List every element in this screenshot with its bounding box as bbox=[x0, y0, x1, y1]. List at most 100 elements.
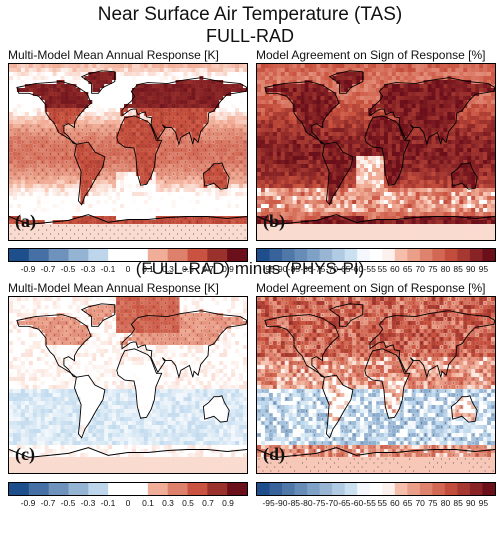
colorbar-tick-label: -55 bbox=[363, 498, 376, 508]
colorbar-ticks-agreement-bottom: -95 -90 -85 -80 -75 -70 -65 -60 -55 55 60 65 70 75 80 8… bbox=[256, 498, 496, 510]
map-field-map-a bbox=[9, 64, 247, 240]
colorbar-swatch bbox=[444, 483, 458, 495]
colorbar-swatch bbox=[68, 483, 89, 495]
colorbar-ticks-response-bottom: -0.9 -0.7 -0.5 -0.3 -0.1 0 0.1 0.3 0.5 0.7 0.9 bbox=[8, 498, 248, 510]
colorbar-swatch bbox=[482, 483, 495, 495]
colorbar-swatch bbox=[457, 483, 471, 495]
colorbar-swatch bbox=[28, 249, 50, 261]
colorbar-swatch bbox=[269, 483, 283, 495]
colorbar-swatch bbox=[394, 483, 408, 495]
colorbar-tick-label: -0.1 bbox=[100, 264, 116, 274]
map-field-map-d bbox=[257, 297, 495, 473]
colorbar-swatch bbox=[382, 483, 396, 495]
colorbar-tick-label: 65 bbox=[402, 498, 413, 508]
panel-d-label: Model Agreement on Sign of Response [%] bbox=[256, 281, 486, 295]
colorbar-tick-label: 0.3 bbox=[162, 264, 174, 274]
colorbar-swatch bbox=[88, 249, 109, 261]
colorbar-swatch bbox=[357, 483, 371, 495]
colorbar-swatch bbox=[227, 249, 247, 261]
colorbar-swatch bbox=[457, 249, 471, 261]
colorbar-swatch bbox=[108, 483, 129, 495]
colorbar-tick-label: 85 bbox=[453, 264, 463, 274]
colorbar-tick-label: 60 bbox=[390, 498, 400, 508]
colorbar-tick-label: -80 bbox=[300, 498, 313, 508]
section-title-difference: (FULL-RAD) minus (PHYS-PI) bbox=[135, 259, 365, 278]
colorbar-tick-label: 70 bbox=[415, 264, 425, 274]
colorbar-swatch bbox=[319, 249, 333, 261]
colorbar-tick-label: 65 bbox=[402, 264, 413, 274]
colorbar-tick-label: 0.1 bbox=[142, 498, 154, 508]
colorbar-swatch bbox=[128, 249, 149, 261]
colorbar-tick-label: 85 bbox=[453, 498, 463, 508]
colorbar-tick-label: 70 bbox=[415, 498, 425, 508]
colorbar-swatch bbox=[147, 249, 169, 261]
colorbar-swatch bbox=[482, 249, 495, 261]
panel-c-letter: (c) bbox=[15, 444, 35, 464]
colorbar-swatch bbox=[167, 249, 188, 261]
colorbar-swatch bbox=[357, 249, 371, 261]
colorbar-tick-label: -70 bbox=[325, 498, 338, 508]
colorbar-tick-label: -55 bbox=[363, 264, 376, 274]
colorbar-swatch bbox=[332, 249, 346, 261]
colorbar-tick-label: -65 bbox=[338, 498, 351, 508]
map-panel-d: (d) bbox=[256, 296, 496, 474]
colorbar-swatch bbox=[294, 483, 308, 495]
colorbar-swatch bbox=[167, 483, 188, 495]
colorbar-ticks-response-top: -0.9 -0.7 -0.5 -0.3 -0.1 0 0.1 0.3 0.5 0.7 0.9 bbox=[8, 264, 248, 276]
colorbar-swatch bbox=[369, 483, 383, 495]
colorbar-tick-label: 0 bbox=[125, 264, 131, 274]
colorbar-swatch bbox=[432, 483, 446, 495]
colorbar-swatch bbox=[207, 483, 228, 495]
map-panel-a: (a) bbox=[8, 63, 248, 241]
map-field-map-c bbox=[9, 297, 247, 473]
colorbar-swatch bbox=[88, 483, 109, 495]
colorbar-tick-label: 90 bbox=[465, 264, 476, 274]
colorbar-swatch bbox=[419, 483, 433, 495]
colorbar-swatch bbox=[307, 483, 321, 495]
colorbar-tick-label: 95 bbox=[478, 264, 489, 274]
colorbar-tick-label: 0.7 bbox=[202, 498, 214, 508]
colorbar-tick-label: -90 bbox=[275, 264, 288, 274]
figure-title: Near Surface Air Temperature (TAS) bbox=[97, 4, 403, 25]
colorbar-swatch bbox=[394, 249, 408, 261]
panel-b-letter: (b) bbox=[263, 211, 285, 231]
colorbar-tick-label: 0.9 bbox=[222, 498, 234, 508]
colorbar-ticks-agreement-top: -95 -90 -85 -80 -75 -70 -65 -60 -55 55 60 65 70 75 80 8… bbox=[256, 264, 496, 276]
colorbar-swatch bbox=[9, 249, 30, 261]
colorbar-tick-label: -70 bbox=[325, 264, 338, 274]
colorbar-swatch bbox=[282, 483, 295, 495]
colorbar-swatch bbox=[319, 483, 333, 495]
colorbar-tick-label: 95 bbox=[478, 498, 489, 508]
colorbar-tick-label: -60 bbox=[350, 498, 364, 508]
colorbar-swatch bbox=[9, 483, 30, 495]
colorbar-swatch bbox=[344, 483, 358, 495]
colorbar-tick-label: 0.3 bbox=[162, 498, 174, 508]
colorbar-tick-label: -0.9 bbox=[20, 264, 36, 274]
colorbar-swatch bbox=[147, 483, 169, 495]
colorbar-tick-label: -75 bbox=[313, 264, 326, 274]
map-panel-b: (b) bbox=[256, 63, 496, 241]
colorbar-tick-label: 55 bbox=[377, 264, 388, 274]
panel-c-label: Multi-Model Mean Annual Response [K] bbox=[8, 281, 219, 295]
colorbar-swatch bbox=[369, 249, 383, 261]
colorbar-swatch bbox=[344, 249, 358, 261]
colorbar-tick-label: -0.7 bbox=[40, 264, 56, 274]
map-field-map-b bbox=[257, 64, 495, 240]
colorbar-tick-label: 60 bbox=[390, 264, 400, 274]
colorbar-tick-label: -60 bbox=[350, 264, 364, 274]
colorbar-tick-label: 0.7 bbox=[202, 264, 214, 274]
colorbar-tick-label: -0.7 bbox=[40, 498, 56, 508]
colorbar-swatch bbox=[108, 249, 129, 261]
colorbar-agreement-bottom bbox=[256, 482, 496, 496]
colorbar-swatch bbox=[187, 483, 208, 495]
colorbar-tick-label: -90 bbox=[275, 498, 288, 508]
panel-d-letter: (d) bbox=[263, 444, 285, 464]
colorbar-swatch bbox=[187, 249, 208, 261]
colorbar-swatch bbox=[257, 483, 270, 495]
colorbar-swatch bbox=[294, 249, 308, 261]
colorbar-swatch bbox=[48, 249, 69, 261]
colorbar-tick-label: -0.5 bbox=[60, 498, 76, 508]
colorbar-tick-label: 80 bbox=[440, 264, 451, 274]
colorbar-tick-label: -0.9 bbox=[20, 498, 36, 508]
colorbar-tick-label: 80 bbox=[440, 498, 451, 508]
